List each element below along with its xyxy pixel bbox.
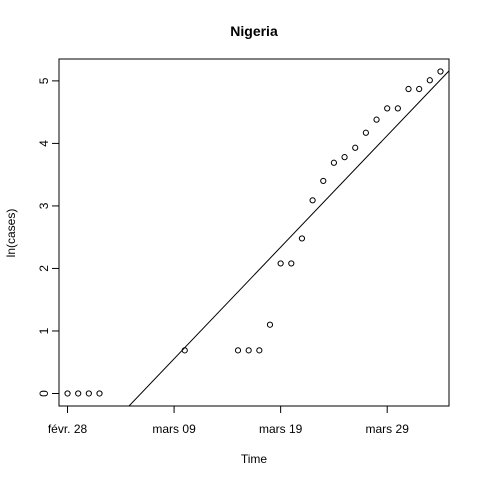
x-axis-label: Time — [241, 452, 268, 466]
data-point — [266, 321, 274, 328]
data-point — [245, 347, 252, 354]
y-tick-label: 0 — [37, 390, 51, 397]
data-point — [298, 235, 306, 242]
data-point — [416, 85, 423, 93]
data-point — [75, 390, 82, 397]
x-tick-label: févr. 28 — [48, 422, 88, 436]
data-point — [394, 105, 401, 112]
y-tick-label: 2 — [37, 265, 51, 272]
x-tick-label: mars 19 — [259, 422, 303, 436]
x-tick-label: mars 09 — [152, 422, 196, 436]
plot-frame — [58, 58, 450, 407]
data-point — [330, 159, 338, 166]
data-point — [64, 390, 71, 397]
data-point — [96, 390, 103, 397]
data-point — [309, 197, 316, 204]
y-tick-label: 4 — [37, 140, 51, 147]
chart-title: Nigeria — [230, 23, 278, 39]
y-tick-label: 3 — [37, 202, 51, 209]
data-point — [85, 390, 92, 397]
data-point — [288, 260, 295, 267]
data-point — [277, 260, 284, 267]
fit-line — [128, 70, 449, 406]
data-point — [352, 144, 359, 151]
y-tick-label: 5 — [37, 77, 51, 84]
data-point — [320, 177, 327, 185]
data-point — [181, 347, 188, 354]
data-point — [373, 116, 380, 123]
data-point — [437, 68, 444, 75]
data-point — [341, 154, 348, 161]
y-axis-label: ln(cases) — [4, 209, 18, 258]
data-point — [234, 347, 242, 354]
x-tick-label: mars 29 — [366, 422, 410, 436]
data-point — [426, 77, 433, 84]
data-point — [405, 85, 412, 93]
data-point — [256, 347, 263, 354]
data-point — [384, 105, 391, 112]
y-tick-label: 1 — [37, 327, 51, 334]
data-point — [362, 129, 369, 136]
